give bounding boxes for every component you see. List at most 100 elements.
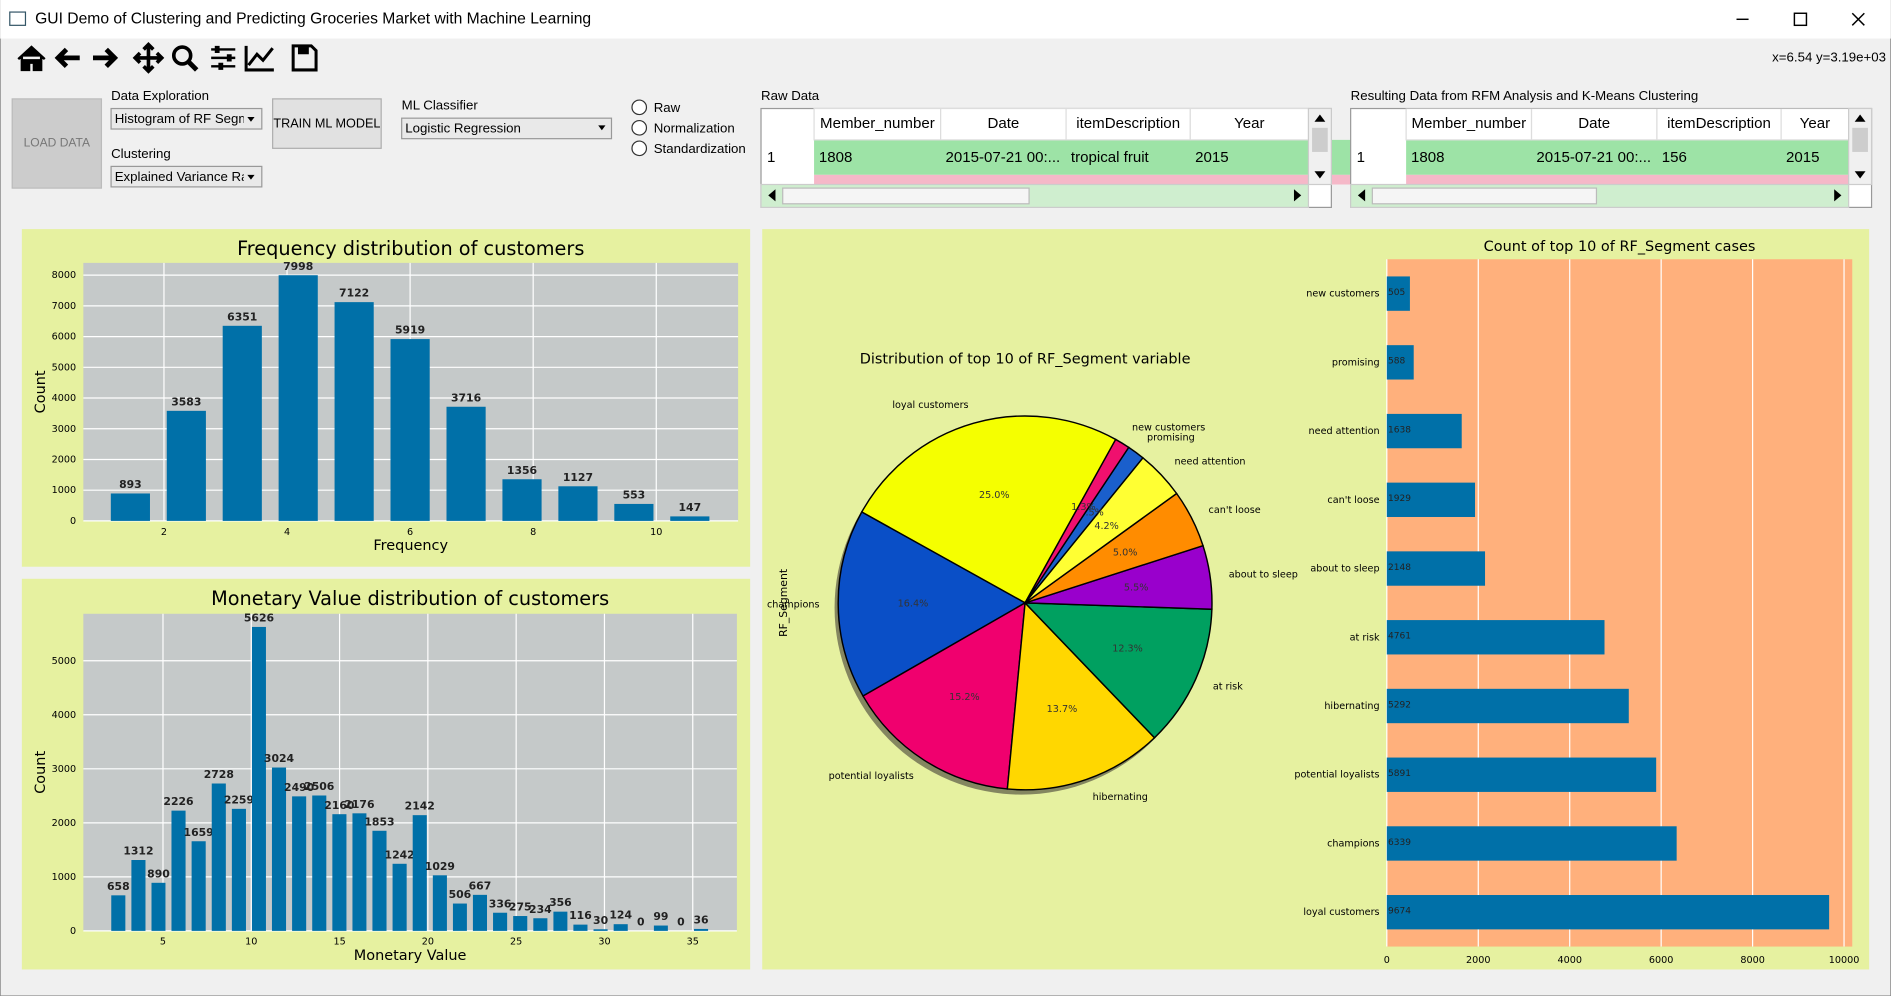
save-icon[interactable]	[291, 44, 318, 72]
bar-value-label: 5891	[1388, 769, 1411, 779]
table-header: Date	[1578, 115, 1610, 132]
pie-slice	[1024, 438, 1130, 604]
bar-value-label: 99	[653, 910, 668, 923]
scroll-arrow	[1834, 189, 1842, 202]
x-tick-label: 0	[1384, 955, 1390, 966]
chart-title: Count of top 10 of RF_Segment cases	[1484, 239, 1756, 255]
bar-value-label: 2490	[284, 781, 315, 794]
classifier-label: ML Classifier	[402, 98, 479, 113]
table-header-cell	[940, 107, 1067, 141]
train-button-label: TRAIN ML MODEL	[273, 117, 380, 131]
train-button[interactable]	[272, 98, 382, 149]
x-tick-label: 8000	[1740, 955, 1764, 966]
bar-value-label: 1853	[364, 815, 394, 828]
slice-label: potential loyalists	[829, 771, 914, 782]
bar	[446, 406, 486, 521]
table-title: Resulting Data from RFM Analysis and K-M…	[1351, 88, 1699, 103]
home-icon[interactable]	[17, 45, 46, 72]
table-row	[1406, 139, 1849, 175]
scroll-arrow	[1314, 114, 1326, 122]
table-cell: 1808	[1411, 149, 1445, 166]
bar	[151, 882, 166, 931]
bar	[332, 814, 347, 931]
scroll-thumb	[1371, 187, 1598, 205]
bar-value-label: 147	[679, 501, 702, 514]
close-button[interactable]	[1851, 12, 1865, 26]
load-data-button[interactable]	[11, 98, 103, 189]
y-tick-label: at risk	[1350, 632, 1380, 643]
data-exploration-combo[interactable]	[110, 107, 263, 130]
y-tick-label: potential loyalists	[1294, 770, 1379, 781]
table-header: itemDescription	[1667, 115, 1771, 132]
bar-value-label: 3024	[264, 752, 295, 765]
axes-icon[interactable]	[244, 45, 274, 72]
bar	[312, 795, 327, 931]
maximize-button[interactable]	[1793, 12, 1808, 27]
slice-percent: 25.0%	[979, 490, 1010, 501]
bar	[1386, 551, 1486, 586]
back-icon[interactable]	[54, 47, 80, 69]
radio-label: Standardization	[654, 141, 746, 156]
window-title: GUI Demo of Clustering and Predicting Gr…	[35, 10, 591, 27]
bar	[271, 767, 287, 931]
bar-value-label: 2176	[344, 798, 374, 811]
bar	[352, 813, 367, 931]
bar	[670, 516, 710, 521]
x-tick-label: 2	[161, 527, 167, 538]
table-row	[814, 174, 1538, 185]
radio-button[interactable]	[631, 119, 648, 136]
bar	[292, 796, 307, 931]
scroll-thumb	[1312, 127, 1328, 152]
table-header: Member_number	[1411, 115, 1526, 132]
x-tick-label: 10	[650, 527, 662, 538]
slice-label: at risk	[1213, 682, 1243, 693]
zoom-icon[interactable]	[171, 45, 193, 66]
y-tick-label: promising	[1332, 357, 1380, 368]
bar	[171, 810, 186, 931]
scroll-arrow	[1314, 171, 1326, 179]
radio-button[interactable]	[631, 140, 648, 157]
x-tick-label: 20	[422, 937, 434, 948]
slice-label: new customers	[1132, 422, 1205, 433]
clustering-combo[interactable]	[110, 165, 263, 188]
bar	[653, 925, 668, 931]
x-tick-label: 30	[598, 937, 610, 948]
bar-value-label: 1312	[123, 845, 153, 858]
bar	[1386, 895, 1830, 930]
bar	[390, 339, 430, 521]
bar-value-label: 2259	[224, 793, 254, 806]
y-tick-label: 4000	[52, 393, 76, 404]
y-tick-label: loyal customers	[1303, 907, 1379, 918]
radio-button[interactable]	[631, 99, 648, 116]
bar	[392, 863, 407, 931]
y-tick-label: 0	[70, 516, 76, 527]
table-header-cell	[1065, 107, 1191, 141]
chart-title: Frequency distribution of customers	[237, 237, 584, 260]
y-tick-label: 2000	[52, 454, 76, 465]
bar	[553, 911, 568, 931]
slice-label: can't loose	[1209, 505, 1261, 516]
bar	[1386, 620, 1605, 655]
bar	[614, 503, 654, 521]
pan-icon[interactable]	[132, 42, 165, 74]
bar	[211, 783, 226, 931]
scroll-arrow	[1293, 189, 1302, 202]
slice-percent: 5.5%	[1124, 582, 1148, 593]
bar-value-label: 7122	[339, 287, 369, 300]
bar-value-label: 5919	[395, 324, 425, 337]
bar-value-label: 4761	[1388, 632, 1411, 642]
bar-value-label: 7998	[283, 260, 313, 273]
bar	[502, 479, 542, 521]
bar-value-label: 1127	[563, 471, 593, 484]
bar	[131, 860, 146, 931]
classifier-combo[interactable]	[401, 117, 613, 140]
bar-value-label: 658	[107, 880, 130, 893]
bar	[191, 841, 206, 931]
forward-icon[interactable]	[92, 47, 119, 69]
bar	[372, 830, 387, 931]
title-bar	[0, 0, 1891, 39]
x-tick-label: 35	[687, 937, 699, 948]
y-tick-label: 6000	[52, 332, 76, 343]
bar	[1386, 826, 1677, 861]
